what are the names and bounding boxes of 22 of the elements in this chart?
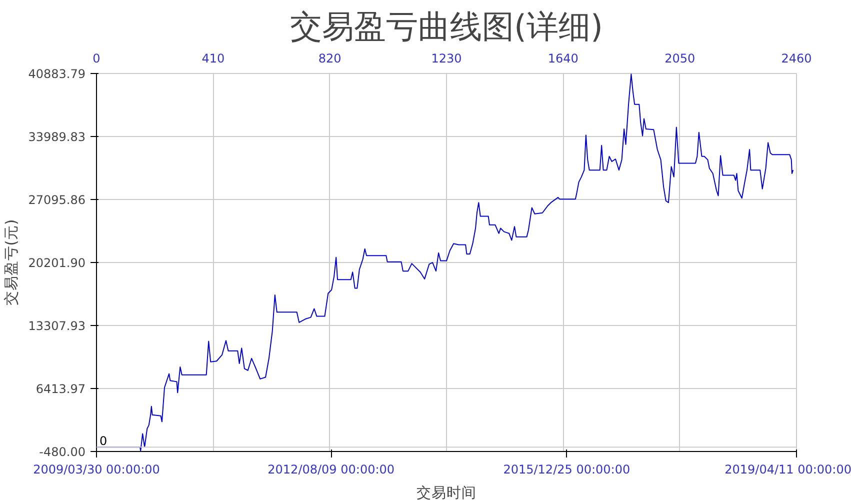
y-tick-label: 20201.90 [28, 256, 86, 270]
x2-tick-label: 2012/08/09 00:00:00 [268, 462, 395, 476]
y-tick-label: 27095.86 [28, 193, 86, 207]
y-tick-label: 13307.93 [28, 319, 86, 333]
x2-tick-label: 2019/04/11 00:00:00 [724, 462, 851, 476]
x2-tick-label: 2015/12/25 00:00:00 [503, 462, 630, 476]
ref-line-label: 0 [100, 434, 108, 448]
y-tick-label: 40883.79 [28, 67, 86, 81]
y-axis-title: 交易盈亏(元) [3, 219, 20, 306]
x-tick-label: 410 [202, 52, 225, 66]
y-tick-label: 33989.83 [28, 130, 86, 144]
x-tick-label: 2050 [664, 52, 696, 66]
x-tick-label: 0 [92, 52, 100, 66]
y-tick-label: -480.00 [39, 445, 86, 459]
x-tick-label: 820 [318, 52, 342, 66]
x-tick-label: 1640 [548, 52, 578, 66]
x2-tick-label: 2009/03/30 00:00:00 [33, 462, 160, 476]
x-tick-label: 2460 [781, 52, 812, 66]
x-tick-label: 1230 [431, 52, 462, 66]
x-axis-title: 交易时间 [416, 484, 476, 502]
chart-title: 交易盈亏曲线图(详细) [290, 8, 603, 46]
y-tick-label: 6413.97 [36, 382, 86, 396]
